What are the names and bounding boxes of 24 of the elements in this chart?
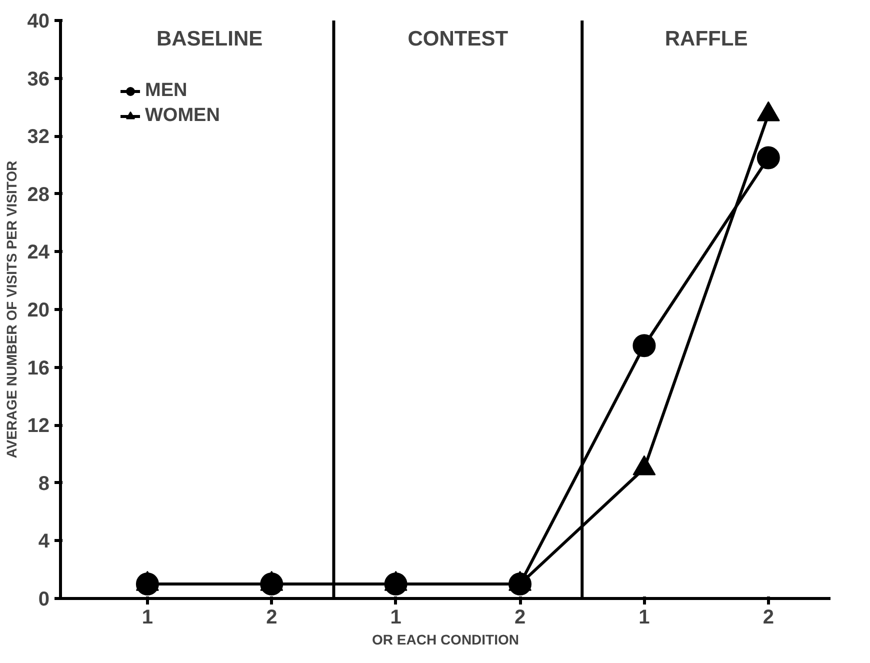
x-axis-title: OR EACH CONDITION <box>372 632 519 648</box>
y-tick-label: 40 <box>27 10 50 32</box>
y-axis-title: AVERAGE NUMBER OF VISITS PER VISITOR <box>3 160 20 458</box>
annotation: RAFFLE <box>664 28 748 50</box>
x-tick-label: 1 <box>638 606 650 628</box>
y-tick-label: 28 <box>27 184 50 206</box>
x-tick-label: 2 <box>266 606 278 628</box>
x-tick-label: 1 <box>142 606 153 628</box>
y-tick-label: 0 <box>38 588 50 610</box>
legend-label: MEN <box>145 80 188 102</box>
y-tick-label: 12 <box>27 415 50 438</box>
annotation: CONTEST <box>408 28 508 50</box>
y-tick-label: 20 <box>27 300 50 322</box>
y-tick-label: 24 <box>27 242 50 264</box>
y-tick-label: 16 <box>27 357 50 380</box>
x-tick-label: 2 <box>762 606 774 628</box>
x-tick-label: 1 <box>390 606 402 628</box>
y-tick-label: 36 <box>27 68 50 90</box>
y-tick-label: 4 <box>38 530 50 553</box>
x-tick-label: 2 <box>514 606 526 628</box>
legend-label: WOMEN <box>145 105 220 127</box>
y-tick-label: 8 <box>38 472 50 495</box>
annotation: BASELINE <box>156 28 263 50</box>
y-tick-label: 32 <box>27 126 50 148</box>
